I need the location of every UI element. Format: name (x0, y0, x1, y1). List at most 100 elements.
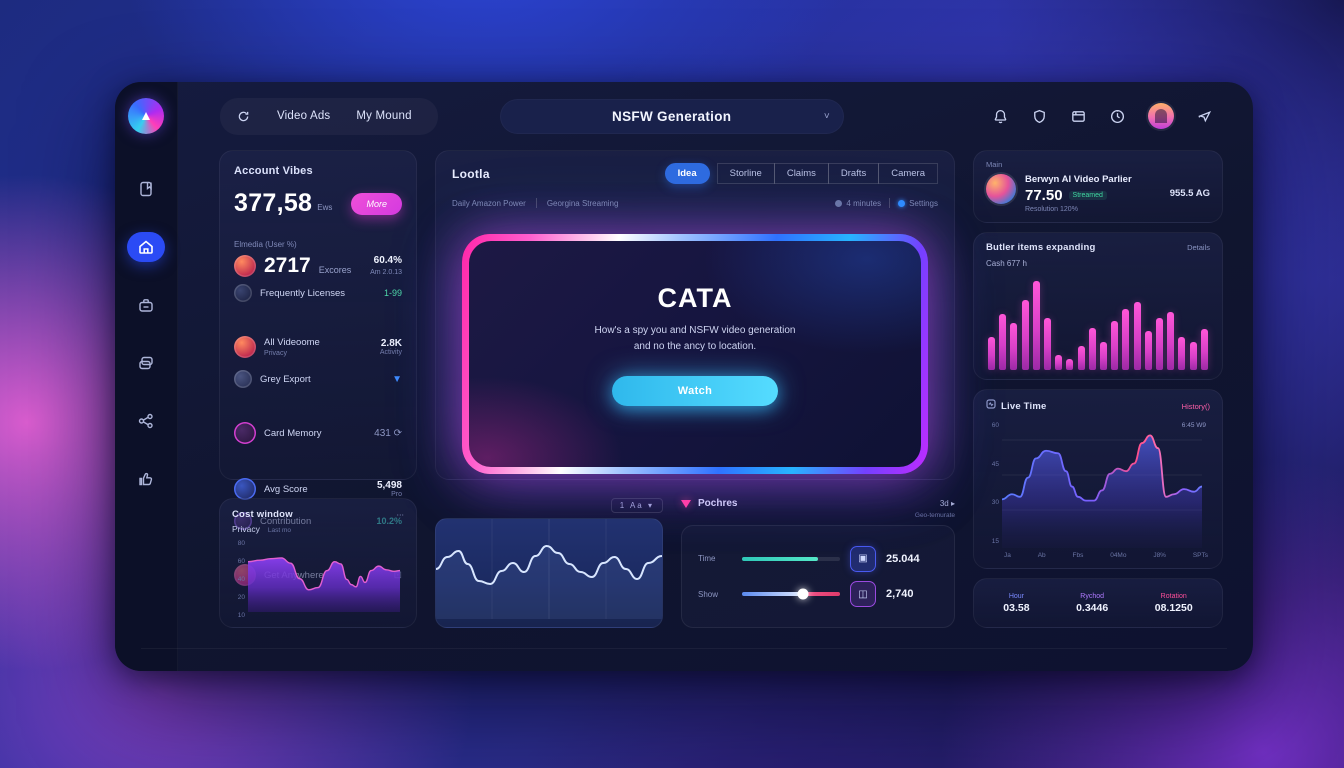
browser-icon[interactable] (1070, 108, 1087, 125)
tab-storline[interactable]: Storline (716, 163, 775, 184)
meta-settings[interactable]: Settings (898, 199, 938, 208)
more-button[interactable]: More (351, 192, 402, 215)
nav-my-mound[interactable]: My Mound (356, 110, 412, 122)
bar (1021, 299, 1029, 370)
bottom-center: 1 Aa ▾ Pochre (435, 498, 955, 628)
big-stat-unit: Ews (317, 203, 333, 212)
topbar-icons (992, 103, 1213, 129)
stats-panel-title: Account Vibes (234, 165, 313, 177)
panel-title: Lootla (452, 166, 490, 181)
hero-card: CATA How's a spy you and NSFW video gene… (469, 241, 921, 467)
cost-sub: Privacy (232, 524, 260, 534)
tab-idea[interactable]: Idea (664, 163, 710, 184)
sidebar (115, 82, 178, 671)
bar (1144, 330, 1152, 370)
sidebar-item-likes[interactable] (127, 464, 165, 494)
row-value: 5,498 (376, 480, 402, 491)
main-panel: Lootla Idea Storline Claims Drafts Camer… (435, 150, 955, 480)
home-icon (139, 240, 153, 254)
layers-icon (139, 356, 153, 370)
slider-row-time: Time ▣ 25.044 (698, 545, 938, 572)
row-label: All Videoome (264, 337, 320, 348)
slider-label: Show (698, 589, 719, 599)
hero-subtitle: How's a spy you and NSFW video generatio… (594, 325, 796, 352)
list-item-all-videos[interactable]: All Videoome Privacy 2.8K Activity (234, 330, 402, 364)
sidebar-item-home[interactable] (127, 232, 165, 262)
list-item-avg-score[interactable]: Avg Score 5,498 Pro (234, 472, 402, 506)
big-stat-value: 377,58 (234, 189, 313, 217)
wave-card (435, 518, 663, 628)
bars-card-link[interactable]: Details (1187, 243, 1210, 252)
row-value: 2.8K (380, 338, 402, 349)
watch-button[interactable]: Watch (612, 376, 778, 406)
sidebar-item-connections[interactable] (127, 406, 165, 436)
top-nav: Video Ads My Mound (220, 97, 438, 135)
profile-card[interactable]: Main Berwyn AI Video Parlier 77.50 Strea… (973, 150, 1223, 223)
score-icon (234, 478, 256, 500)
sidebar-item-cards[interactable] (127, 348, 165, 378)
time-slider[interactable] (742, 556, 840, 561)
menu-dots-icon[interactable]: ⋯ (396, 510, 405, 519)
divider (535, 198, 537, 208)
bar (1122, 308, 1130, 370)
shield-icon[interactable] (1031, 108, 1048, 125)
tab-drafts[interactable]: Drafts (827, 163, 880, 184)
mode-selector[interactable]: NSFW Generation ˅ (499, 98, 844, 134)
row-value-sub: Pro (391, 491, 402, 498)
bar (1066, 358, 1074, 370)
show-slider[interactable] (742, 588, 840, 600)
cursor-icon[interactable] (1196, 108, 1213, 125)
list-item-card-memory[interactable]: Card Memory 431 ⟳ (234, 416, 402, 450)
bar (1133, 302, 1141, 370)
videos-icon (234, 336, 256, 358)
row-label: Avg Score (264, 483, 308, 495)
licenses-icon (234, 284, 252, 302)
history-link[interactable]: History() (1181, 402, 1210, 411)
content-grid: Account Vibes 377,58 Ews More Elmedia (U… (178, 150, 1253, 671)
row-label: Frequently Licenses (260, 287, 346, 299)
sidebar-item-apps[interactable] (127, 290, 165, 320)
bar (999, 313, 1007, 370)
hero-title: CATA (657, 283, 733, 313)
user-avatar[interactable] (1148, 103, 1174, 129)
list-item-grey-export[interactable]: Grey Export ▼ (234, 364, 402, 394)
wave-column: 1 Aa ▾ (435, 498, 663, 628)
slider-knob[interactable] (797, 588, 809, 600)
app-logo-icon[interactable] (128, 98, 164, 134)
bell-icon[interactable] (992, 108, 1009, 125)
export-icon (234, 370, 252, 388)
row-value: ▼ (392, 373, 402, 385)
sidebar-item-library[interactable] (127, 174, 165, 204)
live-time-title: Live Time (1001, 401, 1047, 412)
mix-link[interactable]: 3d ▸ (939, 499, 955, 508)
slider-value: 2,740 (886, 588, 914, 601)
slider-value: 25.044 (886, 552, 920, 565)
stat-rychod: Rychod 0.3446 (1076, 592, 1109, 614)
clock-icon[interactable] (1109, 108, 1126, 125)
stats-row: Hour 03.58 Rychod 0.3446 Rotation 08.125… (973, 578, 1223, 628)
meta-left-1: Daily Amazon Power (452, 198, 526, 208)
refresh-icon[interactable] (236, 109, 251, 124)
tab-claims[interactable]: Claims (773, 163, 829, 184)
y-axis-labels: 80 60 40 20 10 (237, 540, 245, 619)
meta-minutes[interactable]: 4 minutes (835, 199, 881, 208)
row-sub: Privacy (264, 350, 287, 357)
nav-video-ads[interactable]: Video Ads (277, 110, 331, 122)
stat-value: 2717 (264, 254, 311, 277)
row-value-sub: Activity (379, 349, 402, 356)
wave-chart (436, 519, 662, 619)
bar (1111, 321, 1119, 370)
timer-icon (835, 199, 843, 207)
profile-avatar (986, 174, 1016, 204)
show-slider-icon: ◫ (850, 581, 876, 608)
tab-camera[interactable]: Camera (878, 163, 938, 184)
wave-controls[interactable]: 1 Aa ▾ (610, 498, 663, 513)
settings-dot-icon (898, 199, 906, 207)
list-item-licenses[interactable]: Frequently Licenses 1-99 (234, 278, 402, 308)
stat-icon (234, 255, 256, 277)
live-time-card: Live Time History() 60 45 30 15 6:45 W9 (973, 389, 1223, 569)
row-label: Grey Export (260, 373, 311, 385)
bars-card: Butler items expanding Details Cash 677 … (973, 232, 1223, 380)
meta-left-2: Georgina Streaming (546, 198, 619, 208)
pulse-icon (986, 399, 996, 409)
